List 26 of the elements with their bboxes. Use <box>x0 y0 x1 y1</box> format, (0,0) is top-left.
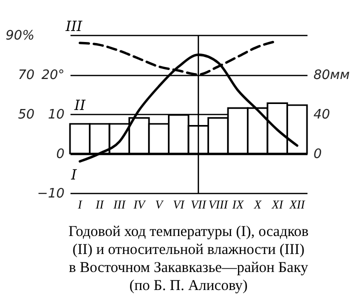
y2-tick-label: 70 <box>18 68 34 83</box>
x-tick-label: V <box>155 198 164 212</box>
x-tick-label: XII <box>288 198 306 212</box>
y2-tick-label: 50 <box>18 108 34 122</box>
text: Годовой ход температуры (I), осадков (II) и относительной влажности (III) в Восточном Закавказье—район Баку (по Б. П. Алисову) <box>68 224 309 294</box>
x-tick-label: VIII <box>208 198 229 212</box>
x-tick-label: XI <box>270 198 284 212</box>
y-tick-label: −10 <box>37 186 64 202</box>
series-label: II <box>73 98 86 114</box>
series-label: III <box>64 18 83 35</box>
y-tick-label: 0 <box>56 147 64 162</box>
y3-tick-label: 80мм <box>314 68 350 83</box>
y-tick-label: 10 <box>48 108 64 122</box>
x-tick-label: VII <box>190 198 208 212</box>
x-tick-label: I <box>76 198 83 212</box>
y3-tick-label: 40 <box>314 108 330 122</box>
x-tick-label: III <box>112 198 126 212</box>
x-tick-label: IX <box>231 198 244 212</box>
series-label: I <box>70 167 78 184</box>
x-tick-label: IV <box>132 198 146 212</box>
y2-tick-label: 90% <box>6 28 34 44</box>
x-tick-label: II <box>94 198 105 212</box>
x-tick-label: VI <box>172 198 186 212</box>
y3-tick-label: 0 <box>314 147 322 162</box>
y-tick-label: 20° <box>41 68 64 83</box>
x-tick-label: X <box>252 198 262 212</box>
